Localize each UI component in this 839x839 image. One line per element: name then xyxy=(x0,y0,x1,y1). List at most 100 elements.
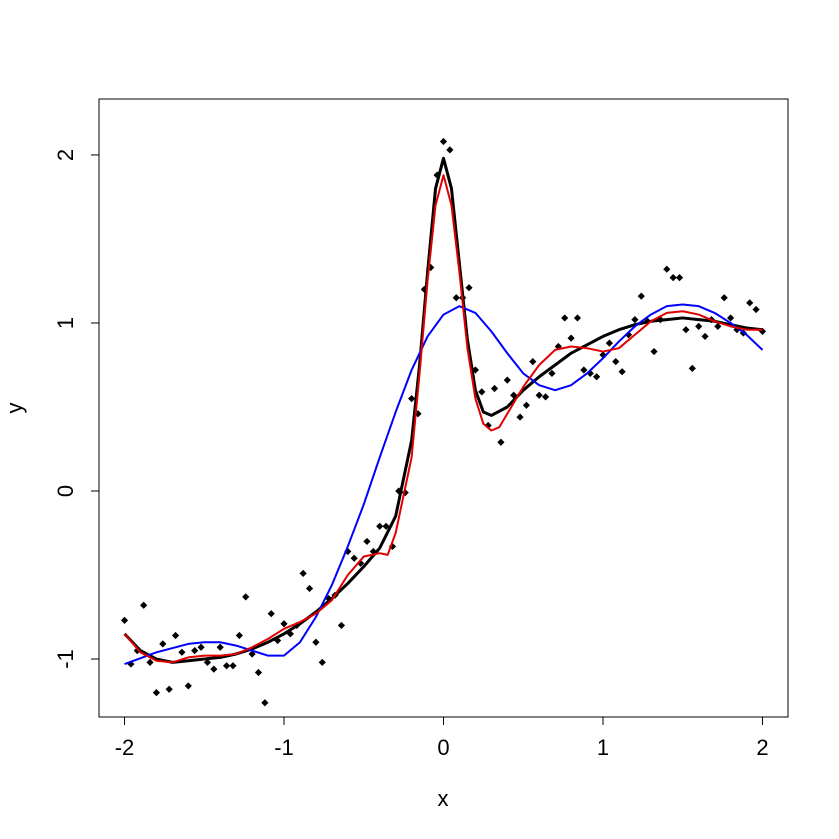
x-axis-label: x xyxy=(438,786,449,811)
data-point xyxy=(165,685,173,693)
data-point xyxy=(695,322,703,330)
data-point xyxy=(171,631,180,640)
data-point xyxy=(318,658,326,666)
data-point xyxy=(746,299,754,307)
data-point xyxy=(439,137,448,146)
data-point xyxy=(286,630,294,638)
fit-curve xyxy=(123,156,763,664)
data-point xyxy=(363,537,371,546)
data-point xyxy=(248,650,256,658)
data-point xyxy=(127,660,135,668)
data-point xyxy=(675,274,684,282)
y-axis-label: y xyxy=(2,403,27,414)
data-point xyxy=(516,413,524,421)
data-point xyxy=(535,391,543,399)
data-point xyxy=(408,394,416,403)
y-tick-label: 1 xyxy=(53,317,78,329)
data-point xyxy=(133,647,141,655)
data-point xyxy=(254,668,263,677)
x-tick-label: 1 xyxy=(597,735,609,760)
data-point xyxy=(529,358,537,366)
data-point xyxy=(229,662,237,670)
data-point xyxy=(210,665,218,673)
y-tick-label: 2 xyxy=(53,149,78,161)
data-point xyxy=(503,376,511,384)
data-point xyxy=(682,326,690,334)
data-point xyxy=(299,569,307,577)
data-point xyxy=(561,314,569,322)
data-point xyxy=(140,601,148,609)
data-point xyxy=(650,347,658,356)
data-point xyxy=(758,327,767,335)
fit-curve xyxy=(123,174,763,664)
data-point xyxy=(146,658,154,666)
data-point xyxy=(305,584,314,593)
data-point xyxy=(420,285,428,293)
data-point xyxy=(152,689,161,697)
data-point xyxy=(618,368,626,376)
data-point xyxy=(541,393,550,401)
data-point xyxy=(120,616,129,624)
data-point xyxy=(605,339,613,347)
data-point xyxy=(452,294,460,302)
data-point xyxy=(471,366,479,374)
data-point xyxy=(567,334,575,342)
data-point xyxy=(714,322,722,330)
y-tick-label: 0 xyxy=(53,485,78,497)
data-point xyxy=(197,643,205,651)
data-point xyxy=(497,438,505,446)
data-point xyxy=(159,640,167,648)
data-point xyxy=(184,682,192,690)
data-point xyxy=(427,263,435,272)
data-point xyxy=(554,342,562,351)
y-tick-label: -1 xyxy=(53,649,78,669)
data-point xyxy=(350,554,358,562)
data-point xyxy=(222,662,231,670)
data-point xyxy=(586,369,594,377)
data-point xyxy=(593,373,601,381)
data-point xyxy=(624,331,633,339)
data-point xyxy=(490,384,499,393)
data-point xyxy=(548,369,556,377)
data-point xyxy=(599,351,607,359)
data-point xyxy=(612,358,620,366)
x-tick-label: 0 xyxy=(437,735,449,760)
data-point xyxy=(465,284,473,292)
data-point xyxy=(337,621,346,630)
data-point xyxy=(178,648,186,656)
data-point xyxy=(312,638,320,646)
data-point xyxy=(522,401,531,409)
data-point xyxy=(688,364,696,372)
data-point xyxy=(726,314,735,322)
data-point xyxy=(203,658,212,666)
data-point xyxy=(478,388,486,396)
data-point xyxy=(701,332,709,341)
data-point xyxy=(573,314,582,322)
plot-frame xyxy=(98,98,789,718)
data-point xyxy=(369,547,377,556)
data-point xyxy=(261,699,269,707)
data-point xyxy=(720,294,728,302)
data-point xyxy=(325,594,333,603)
data-point xyxy=(376,522,384,530)
x-tick-label: -2 xyxy=(115,735,135,760)
data-point xyxy=(752,305,760,314)
data-point xyxy=(235,631,243,640)
data-point xyxy=(280,620,288,628)
data-point xyxy=(382,522,390,530)
data-point xyxy=(580,366,588,374)
data-point xyxy=(191,647,199,655)
data-point xyxy=(510,391,518,399)
data-point xyxy=(446,146,454,154)
data-point xyxy=(216,643,224,651)
x-tick-label: -1 xyxy=(274,735,294,760)
data-point xyxy=(637,292,645,300)
data-point xyxy=(267,610,275,618)
data-point xyxy=(631,316,639,324)
data-point xyxy=(242,593,250,601)
x-tick-label: 2 xyxy=(756,735,768,760)
fit-curve xyxy=(124,303,764,666)
data-point xyxy=(663,265,671,273)
